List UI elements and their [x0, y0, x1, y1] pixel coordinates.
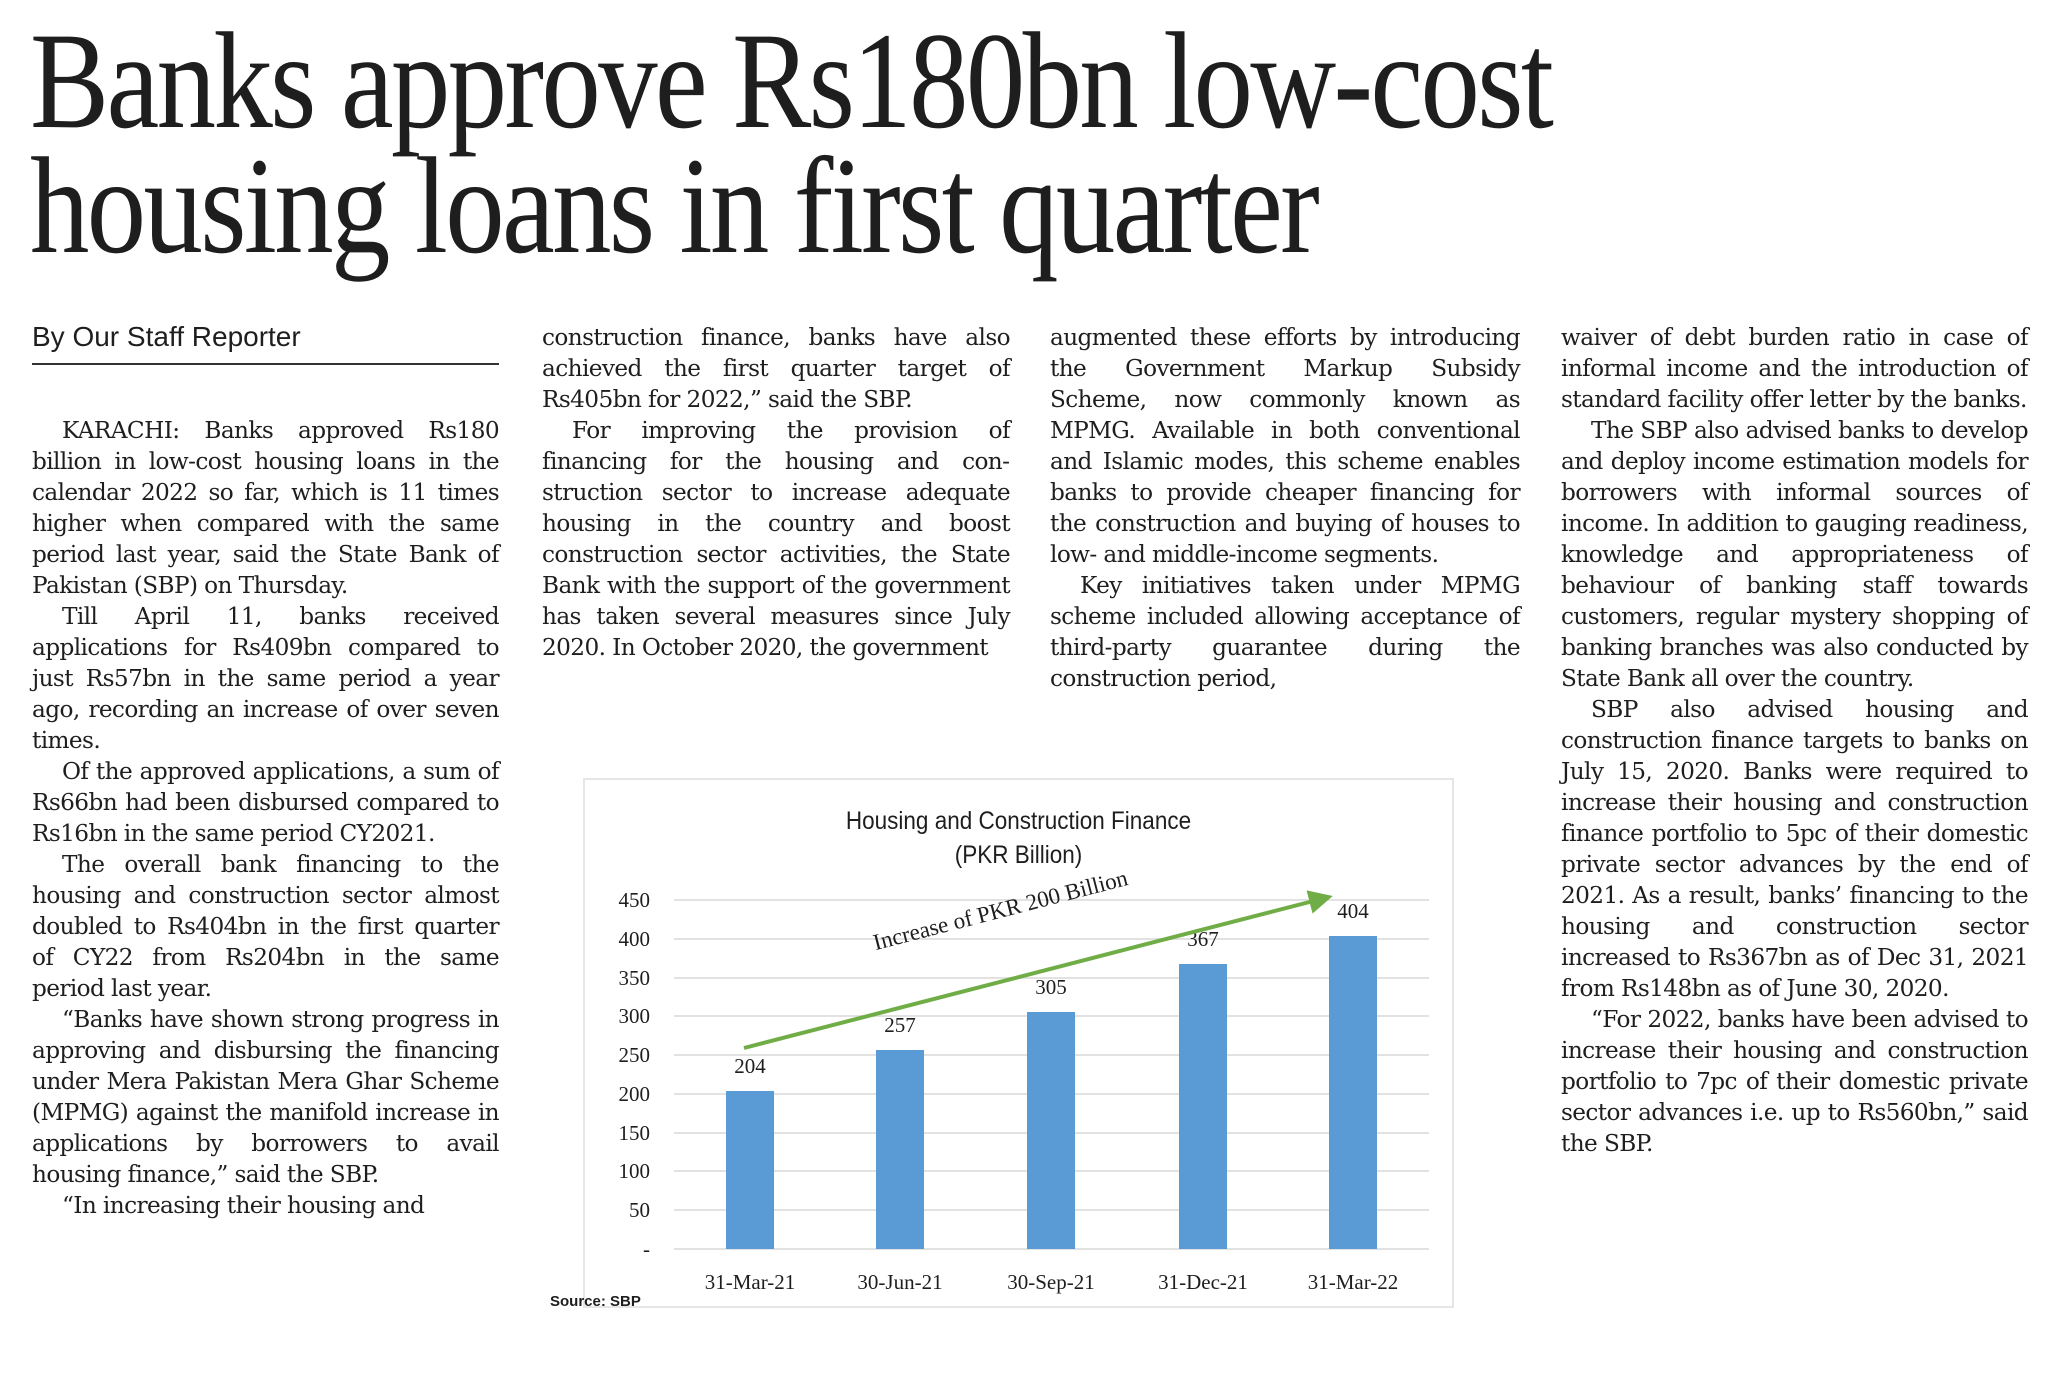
paragraph: “Banks have shown strong pro­gress in ap…	[32, 1006, 500, 1188]
paragraph: “In increasing their housing and	[62, 1192, 425, 1219]
bar-value-label: 404	[1337, 898, 1369, 923]
y-axis-tick-label: 50	[629, 1198, 650, 1223]
y-axis-tick-label: 450	[618, 888, 651, 913]
x-axis-tick-label: 31-Mar-22	[1307, 1270, 1399, 1294]
paragraph: augmented these efforts by intro­ducing …	[1050, 324, 1521, 568]
bar	[876, 1049, 924, 1249]
bar	[1179, 964, 1227, 1249]
plot-area: - 50 100 150 200 250 300 350 400 450 204 31-Mar-21 2…	[585, 780, 1452, 1306]
y-axis-tick-label: -	[643, 1237, 650, 1261]
paragraph: For improving the provision of financing…	[542, 417, 1011, 661]
bar-value-label: 367	[1187, 927, 1219, 952]
paragraph: waiver of debt burden ratio in case of i…	[1561, 324, 2029, 413]
x-axis-tick-label: 31-Dec-21	[1158, 1270, 1248, 1294]
paragraph: Of the approved applications, a sum of R…	[32, 758, 500, 847]
paragraph: The SBP also advised banks to develop an…	[1561, 417, 2029, 692]
chart-title: Housing and Construction Finance (PKR Bi…	[628, 804, 1408, 872]
bar-chart: Housing and Construction Finance (PKR Bi…	[583, 778, 1454, 1308]
paragraph: construction finance, banks have also ac…	[542, 324, 1011, 413]
source-note: Source: SBP	[550, 1293, 641, 1310]
chart-subtitle: (PKR Billion)	[954, 841, 1083, 869]
paragraph: Key initiatives taken under MPMG scheme …	[1050, 572, 1521, 692]
paragraph: “For 2022, banks have been advised to in…	[1561, 1006, 2029, 1157]
bar	[726, 1090, 774, 1249]
gridline	[674, 899, 1429, 902]
headline-line-2: housing loans in first quarter	[30, 129, 1320, 282]
article-column-3: augmented these efforts by intro­ducing …	[1050, 322, 1521, 694]
x-axis-tick-label: 30-Sep-21	[1007, 1270, 1095, 1294]
y-axis-tick-label: 200	[618, 1081, 651, 1106]
paragraph: The overall bank financing to the housin…	[32, 851, 500, 1002]
chart-title-line: Housing and Construction Finance	[845, 807, 1192, 835]
paragraph: KARACHI: Banks approved Rs180 billion in…	[32, 417, 500, 599]
bar-value-label: 305	[1035, 975, 1067, 1000]
bar	[1329, 935, 1377, 1249]
article-column-1: KARACHI: Banks approved Rs180 billion in…	[32, 415, 500, 1221]
y-axis-tick-label: 100	[618, 1159, 651, 1184]
x-axis-tick-label: 30-Jun-21	[857, 1270, 943, 1294]
arrow-icon	[743, 890, 1333, 1050]
article-column-2: construction finance, banks have also ac…	[542, 322, 1011, 663]
paragraph: SBP also advised housing and constructio…	[1561, 696, 2029, 1002]
bar-value-label: 204	[734, 1053, 766, 1078]
y-axis-tick-label: 400	[618, 926, 651, 951]
gridline	[674, 937, 1429, 940]
y-axis-tick-label: 150	[618, 1120, 651, 1145]
y-axis-tick-label: 350	[618, 965, 651, 990]
x-axis-tick-label: 31-Mar-21	[704, 1270, 796, 1294]
headline-line-1: Banks approve Rs180bn low-cost	[30, 4, 1554, 157]
article-column-4: waiver of debt burden ratio in case of i…	[1561, 322, 2029, 1159]
headline: Banks approve Rs180bn low-cost housing l…	[30, 4, 1554, 282]
y-axis-tick-label: 300	[618, 1004, 651, 1029]
y-axis-tick-label: 250	[618, 1043, 651, 1068]
byline: By Our Staff Reporter	[32, 320, 499, 365]
bar	[1027, 1012, 1075, 1249]
gridline	[674, 1248, 1429, 1250]
paragraph: Till April 11, banks received applicatio…	[32, 603, 500, 754]
gridline	[674, 976, 1429, 979]
bar-value-label: 257	[884, 1012, 916, 1037]
